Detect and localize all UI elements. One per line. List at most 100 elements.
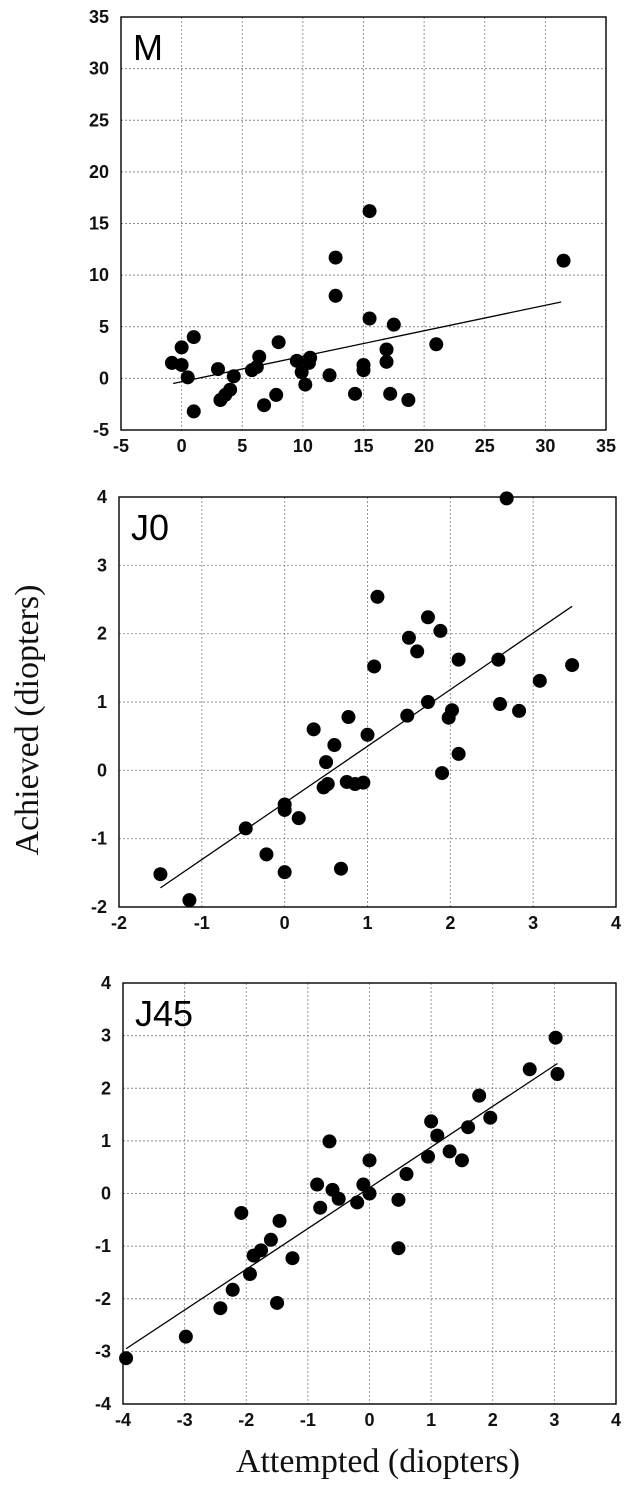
panel-m-data-point xyxy=(556,253,571,268)
panel-j45-x-tick-label: -4 xyxy=(115,1410,131,1430)
panel-m-data-point xyxy=(356,363,371,378)
panel-j0-data-point xyxy=(491,652,506,667)
panel-m-y-tick-label: 20 xyxy=(89,162,109,182)
panel-j45-data-point xyxy=(362,1186,377,1201)
panel-m-data-point xyxy=(186,404,201,419)
panel-j0-data-point xyxy=(356,775,371,790)
panel-m-data-point xyxy=(271,335,286,350)
panel-j0-data-point xyxy=(306,722,321,737)
panel-j45-data-point xyxy=(362,1153,377,1168)
panel-j45-data-point xyxy=(313,1200,328,1215)
panel-m-data-point xyxy=(174,340,189,355)
panel-m-y-tick-label: 35 xyxy=(89,7,109,27)
panel-j45-trend-line xyxy=(125,1062,558,1350)
panel-j0-data-point xyxy=(341,710,356,725)
panel-j0-data-point xyxy=(444,703,459,718)
panel-m-y-tick-label: 15 xyxy=(89,214,109,234)
panel-j0-x-tick-label: 2 xyxy=(445,913,455,933)
panel-j45-data-point xyxy=(322,1134,337,1149)
panel-m-data-point xyxy=(252,349,267,364)
panel-j0-x-tick-label: 4 xyxy=(611,913,621,933)
panel-j45-x-tick-label: -1 xyxy=(300,1410,316,1430)
panel-m-x-tick-label: 15 xyxy=(353,436,373,456)
panel-j0-frame xyxy=(118,496,617,908)
panel-m-data-point xyxy=(269,387,284,402)
panel-j45-x-tick-label: 0 xyxy=(364,1410,374,1430)
panel-j45-data-point xyxy=(331,1191,346,1206)
panel-j45-data-point xyxy=(285,1251,300,1266)
panel-j0-y-tick-label: 2 xyxy=(97,624,107,644)
panel-j0-data-point xyxy=(327,738,342,753)
panel-m-x-tick-label: 0 xyxy=(177,436,187,456)
panel-m-y-tick-label: 30 xyxy=(89,59,109,79)
panel-m-data-point xyxy=(383,386,398,401)
panel-m-data-point xyxy=(303,350,318,365)
panel-j0-data-point xyxy=(565,658,580,673)
panel-j0-data-point xyxy=(259,847,274,862)
panel-j45-data-point xyxy=(522,1062,537,1077)
panel-j0-y-tick-label: 3 xyxy=(97,555,107,575)
panel-j45-x-tick-label: 1 xyxy=(426,1410,436,1430)
x-axis-title: Attempted (diopters) xyxy=(236,1443,520,1480)
panel-m-y-tick-label: -5 xyxy=(93,420,109,440)
panel-j45-data-point xyxy=(234,1205,249,1220)
panel-j0-data-point xyxy=(512,703,527,718)
panel-j45-x-tick-label: -2 xyxy=(238,1410,254,1430)
panel-m-x-tick-label: 25 xyxy=(475,436,495,456)
panel-m-x-tick-label: -5 xyxy=(113,436,129,456)
panel-j45-data-point xyxy=(430,1128,445,1143)
panel-j45-data-point xyxy=(272,1213,287,1228)
panel-j0-data-point xyxy=(451,652,466,667)
panel-j45-y-tick-label: 2 xyxy=(101,1078,111,1098)
panel-j0-x-tick-label: 3 xyxy=(528,913,538,933)
panel-j45-data-point xyxy=(391,1241,406,1256)
panel-j0-data-point xyxy=(410,644,425,659)
panel-j45-y-tick-label: -1 xyxy=(95,1236,111,1256)
panel-j45-data-point xyxy=(483,1110,498,1125)
panel-m-data-point xyxy=(174,357,189,372)
panel-j45: -4 -3 -2 -1 0 1 2 3 4 -4 -3 -2 -1 0 1 2 3 4 J45 xyxy=(95,973,621,1430)
panel-m-x-tick-label: 35 xyxy=(596,436,616,456)
panel-j0-data-point xyxy=(451,746,466,761)
panel-j0-label: J0 xyxy=(131,507,169,548)
panel-j0-data-point xyxy=(433,623,448,638)
panel-j45-data-point xyxy=(270,1295,285,1310)
panel-j45-label: J45 xyxy=(135,993,193,1034)
panel-j0-data-point xyxy=(499,491,514,506)
panel-j0-x-tick-label: -1 xyxy=(194,913,210,933)
panel-j45-data-point xyxy=(242,1267,257,1282)
panel-j45-data-point xyxy=(424,1114,439,1129)
panel-j0-data-point xyxy=(532,673,547,688)
panel-m-x-tick-label: 10 xyxy=(293,436,313,456)
panel-j0-y-tick-label: -1 xyxy=(91,829,107,849)
panel-m-data-point xyxy=(429,337,444,352)
panel-j45-y-tick-label: -4 xyxy=(95,1394,111,1414)
panel-m-data-point xyxy=(362,204,377,219)
panel-j0-data-point xyxy=(360,727,375,742)
panel-j45-y-tick-label: 0 xyxy=(101,1184,111,1204)
panel-j45-y-tick-label: 4 xyxy=(101,973,111,993)
panel-j45-data-point xyxy=(225,1282,240,1297)
panel-m-data-point xyxy=(379,342,394,357)
panel-j0-x-tick-label: 1 xyxy=(362,913,372,933)
panel-j0-x-tick-label: -2 xyxy=(111,913,127,933)
panel-m-trend-line xyxy=(173,301,562,385)
panel-j0-data-point xyxy=(420,695,435,709)
panel-j0-data-point xyxy=(291,811,306,826)
panel-j45-data-point xyxy=(461,1120,476,1135)
panel-j0-y-tick-label: 4 xyxy=(97,487,107,507)
panel-m-x-tick-label: 5 xyxy=(237,436,247,456)
panel-j0-data-point xyxy=(333,861,348,876)
panel-j45-data-point xyxy=(263,1232,278,1247)
panel-j0-data-point xyxy=(153,867,168,882)
panel-j0-data-point xyxy=(319,755,334,770)
panel-j45-data-point xyxy=(421,1149,436,1164)
panel-j45-y-tick-label: 3 xyxy=(101,1026,111,1046)
panel-m-frame xyxy=(120,16,607,431)
panel-j45-y-tick-label: 1 xyxy=(101,1131,111,1151)
panel-m-data-point xyxy=(322,368,337,383)
panel-j45-x-tick-label: -3 xyxy=(177,1410,193,1430)
panel-j45-data-point xyxy=(350,1195,365,1210)
panel-j0-data-point xyxy=(182,893,197,908)
